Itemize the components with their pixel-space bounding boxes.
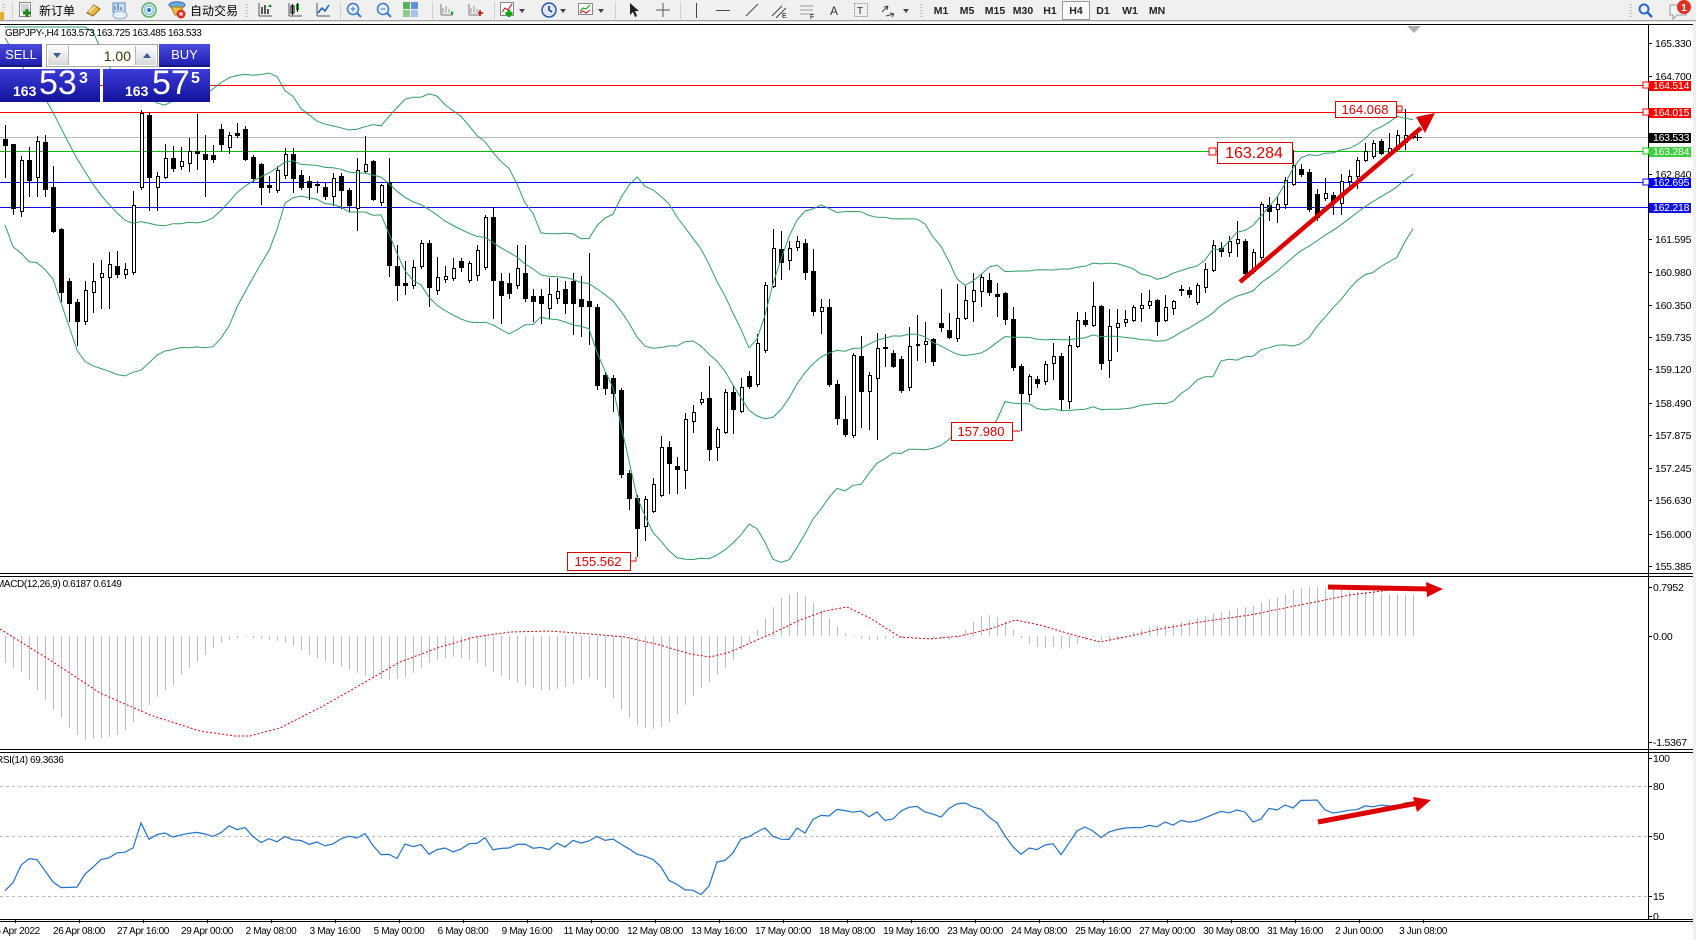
svg-text:0.7952: 0.7952 [1653, 582, 1684, 594]
svg-text:H1: H1 [1043, 5, 1057, 17]
svg-text:162.695: 162.695 [1653, 177, 1690, 189]
svg-text:15: 15 [1653, 891, 1665, 903]
svg-text:165.330: 165.330 [1655, 38, 1692, 50]
svg-text:163.284: 163.284 [1225, 145, 1283, 162]
svg-text:M1: M1 [934, 5, 949, 17]
svg-text:18 May 08:00: 18 May 08:00 [819, 926, 876, 937]
svg-text:M15: M15 [985, 5, 1006, 17]
svg-text:23 May 00:00: 23 May 00:00 [947, 926, 1004, 937]
svg-text:2 May 08:00: 2 May 08:00 [246, 926, 297, 937]
svg-text:24 May 08:00: 24 May 08:00 [1011, 926, 1068, 937]
svg-text:E: E [782, 13, 787, 20]
svg-text:161.595: 161.595 [1655, 234, 1692, 246]
svg-text:3 Jun 08:00: 3 Jun 08:00 [1399, 926, 1448, 937]
svg-text:M30: M30 [1013, 5, 1034, 17]
svg-text:156.630: 156.630 [1655, 495, 1692, 507]
svg-text:1: 1 [1681, 3, 1687, 14]
svg-text:27 May 00:00: 27 May 00:00 [1139, 926, 1196, 937]
svg-text:MN: MN [1149, 5, 1165, 17]
svg-text:-1.5367: -1.5367 [1653, 737, 1687, 749]
svg-text:H4: H4 [1069, 5, 1083, 17]
svg-text:164.700: 164.700 [1655, 71, 1692, 83]
svg-text:新订单: 新订单 [39, 3, 75, 18]
svg-text:6 May 08:00: 6 May 08:00 [438, 926, 489, 937]
svg-text:2 Jun 00:00: 2 Jun 00:00 [1335, 926, 1384, 937]
svg-text:19 May 16:00: 19 May 16:00 [883, 926, 940, 937]
svg-text:164.068: 164.068 [1342, 102, 1389, 117]
svg-text:0.00: 0.00 [1653, 631, 1673, 643]
svg-text:164.514: 164.514 [1653, 80, 1690, 92]
svg-text:12 May 08:00: 12 May 08:00 [627, 926, 684, 937]
svg-text:13 May 16:00: 13 May 16:00 [691, 926, 748, 937]
svg-text:11 May 00:00: 11 May 00:00 [563, 926, 619, 937]
svg-text:159.120: 159.120 [1655, 364, 1692, 376]
svg-text:50: 50 [1653, 831, 1665, 843]
svg-text:80: 80 [1653, 781, 1665, 793]
svg-text:160.980: 160.980 [1655, 267, 1692, 279]
svg-text:26 Apr 08:00: 26 Apr 08:00 [53, 926, 106, 937]
svg-text:159.735: 159.735 [1655, 332, 1692, 344]
svg-text:29 Apr 00:00: 29 Apr 00:00 [181, 926, 234, 937]
svg-text:158.490: 158.490 [1655, 398, 1692, 410]
svg-text:5 May 00:00: 5 May 00:00 [374, 926, 425, 937]
svg-text:W1: W1 [1122, 5, 1138, 17]
svg-text:M5: M5 [960, 5, 975, 17]
svg-text:RSI(14) 69.3636: RSI(14) 69.3636 [0, 755, 64, 766]
svg-text:156.000: 156.000 [1655, 529, 1692, 541]
svg-text:3 May 16:00: 3 May 16:00 [310, 926, 361, 937]
svg-text:GBPJPY-,H4 163.573 163.725 16: GBPJPY-,H4 163.573 163.725 163.485 163.5… [5, 28, 202, 39]
svg-text:157.245: 157.245 [1655, 463, 1692, 475]
svg-text:A: A [830, 4, 838, 18]
svg-text:157.875: 157.875 [1655, 430, 1692, 442]
svg-text:163.284: 163.284 [1653, 146, 1690, 158]
svg-text:155.385: 155.385 [1655, 561, 1692, 573]
svg-text:31 May 16:00: 31 May 16:00 [1267, 926, 1324, 937]
svg-text:162.218: 162.218 [1653, 202, 1690, 214]
svg-text:160.350: 160.350 [1655, 300, 1692, 312]
svg-text:163.533: 163.533 [1653, 132, 1690, 144]
svg-text:T: T [857, 6, 863, 17]
svg-text:27 Apr 16:00: 27 Apr 16:00 [117, 926, 170, 937]
svg-text:100: 100 [1653, 753, 1670, 765]
svg-text:25 May 16:00: 25 May 16:00 [1075, 926, 1132, 937]
svg-text:155.562: 155.562 [575, 554, 622, 569]
svg-text:157.980: 157.980 [958, 424, 1005, 439]
svg-text:0: 0 [1653, 911, 1659, 923]
svg-text:D1: D1 [1096, 5, 1110, 17]
svg-text:17 May 00:00: 17 May 00:00 [755, 926, 812, 937]
svg-text:25 Apr 2022: 25 Apr 2022 [0, 926, 41, 937]
svg-text:164.015: 164.015 [1653, 107, 1690, 119]
svg-text:F: F [810, 14, 814, 21]
svg-text:9 May 16:00: 9 May 16:00 [502, 926, 553, 937]
svg-text:MACD(12,26,9) 0.6187 0.6149: MACD(12,26,9) 0.6187 0.6149 [0, 579, 122, 590]
svg-text:自动交易: 自动交易 [190, 3, 238, 18]
svg-text:30 May 08:00: 30 May 08:00 [1203, 926, 1260, 937]
